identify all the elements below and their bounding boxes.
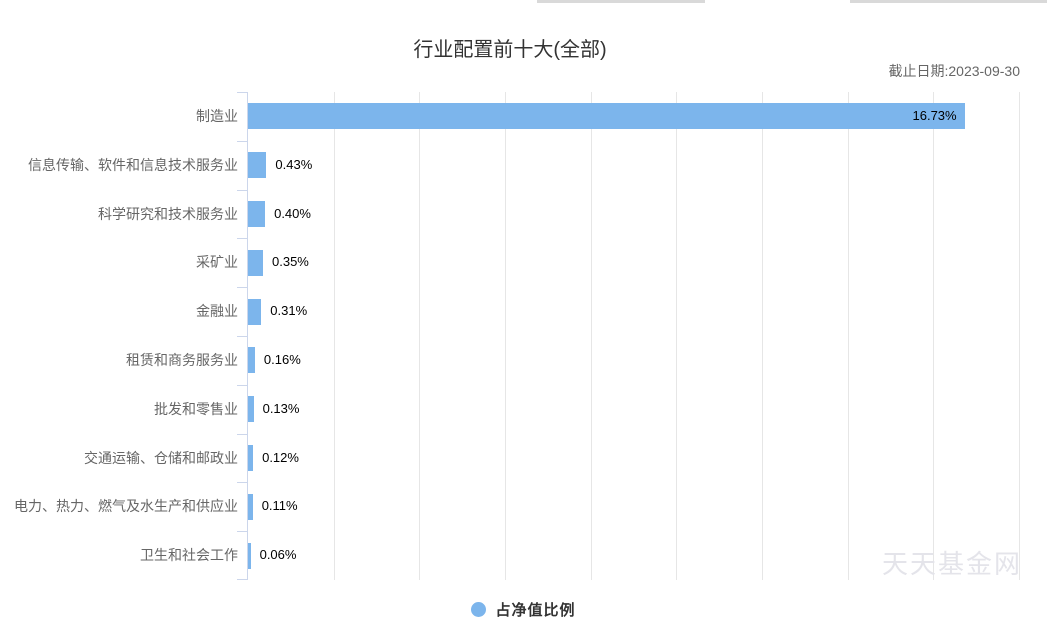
axis-tick xyxy=(237,92,247,93)
bar-0.31[interactable] xyxy=(248,298,262,325)
gridline xyxy=(419,92,421,580)
gridline xyxy=(847,92,849,580)
value-label: 0.13% xyxy=(262,400,300,416)
axis-tick xyxy=(237,385,247,386)
bar-row: 16.73% xyxy=(248,92,1019,141)
category-axis: 制造业信息传输、软件和信息技术服务业科学研究和技术服务业采矿业金融业租赁和商务服… xyxy=(0,92,238,580)
category-label: 科学研究和技术服务业 xyxy=(98,205,238,222)
bar-row: 0.06% xyxy=(248,531,1019,580)
category-label: 信息传输、软件和信息技术服务业 xyxy=(28,156,238,173)
bar-0.13[interactable] xyxy=(248,396,254,423)
value-label: 0.11% xyxy=(261,498,298,514)
axis-tick xyxy=(237,287,247,288)
axis-tick xyxy=(237,190,247,191)
top-edge-fragment-left xyxy=(537,0,705,3)
category-label: 电力、热力、燃气及水生产和供应业 xyxy=(14,498,238,515)
bar-row: 0.11% xyxy=(248,482,1019,531)
gridline xyxy=(676,92,678,580)
bar-row: 0.43% xyxy=(248,141,1019,190)
value-label: 0.40% xyxy=(274,205,311,221)
value-label: 0.16% xyxy=(263,352,301,367)
gridline xyxy=(762,92,763,580)
category-label: 采矿业 xyxy=(196,254,238,271)
chart-title: 行业配置前十大(全部) xyxy=(413,39,607,61)
bar-0.11[interactable] xyxy=(248,493,253,520)
gridline xyxy=(1019,92,1020,580)
legend-series-label: 占净值比例 xyxy=(495,602,576,619)
bar-row: 0.16% xyxy=(248,336,1019,385)
axis-tick xyxy=(237,434,247,435)
category-label: 金融业 xyxy=(196,303,238,320)
bar-row: 0.13% xyxy=(248,385,1019,434)
bar-0.16[interactable] xyxy=(248,347,255,374)
gridline xyxy=(333,92,335,580)
bar-row: 0.12% xyxy=(248,434,1019,483)
axis-tick xyxy=(237,141,247,142)
gridline xyxy=(505,92,506,580)
bar-0.4[interactable] xyxy=(248,200,266,227)
legend[interactable]: 占净值比例 xyxy=(0,599,1047,620)
gridline xyxy=(933,92,935,580)
bar-row: 0.31% xyxy=(248,287,1019,336)
value-label: 0.31% xyxy=(270,303,308,319)
legend-marker-icon xyxy=(471,602,487,617)
category-label: 租赁和商务服务业 xyxy=(126,352,238,368)
top-edge-fragment-right xyxy=(850,0,1047,3)
bar-0.12[interactable] xyxy=(248,444,254,471)
axis-tick xyxy=(237,579,247,580)
axis-tick xyxy=(237,482,247,483)
bar-0.35[interactable] xyxy=(248,249,263,276)
value-label: 0.43% xyxy=(275,156,313,172)
category-label: 制造业 xyxy=(196,108,238,124)
value-label: 0.35% xyxy=(272,254,309,270)
bar-row: 0.35% xyxy=(248,238,1019,287)
plot-area: 16.73% 0.43% 0.40% 0.35% 0.31% 0.16% 0.13% 0.12… xyxy=(237,92,1020,580)
bar-16.73[interactable] xyxy=(248,103,965,130)
category-label: 批发和零售业 xyxy=(154,400,238,417)
bar-0.43[interactable] xyxy=(248,152,267,179)
value-label: 0.06% xyxy=(259,547,297,563)
axis-tick xyxy=(237,238,247,239)
axis-tick xyxy=(237,531,247,532)
bar-0.06[interactable] xyxy=(248,542,251,569)
value-label: 0.12% xyxy=(262,449,299,465)
bar-row: 0.40% xyxy=(248,190,1019,239)
value-label: 16.73% xyxy=(912,108,957,123)
axis-tick xyxy=(237,336,247,337)
category-label: 卫生和社会工作 xyxy=(140,547,238,564)
as-of-date-label: 截止日期:2023-09-30 xyxy=(888,63,1020,79)
category-label: 交通运输、仓储和邮政业 xyxy=(84,449,238,466)
gridline xyxy=(590,92,592,580)
